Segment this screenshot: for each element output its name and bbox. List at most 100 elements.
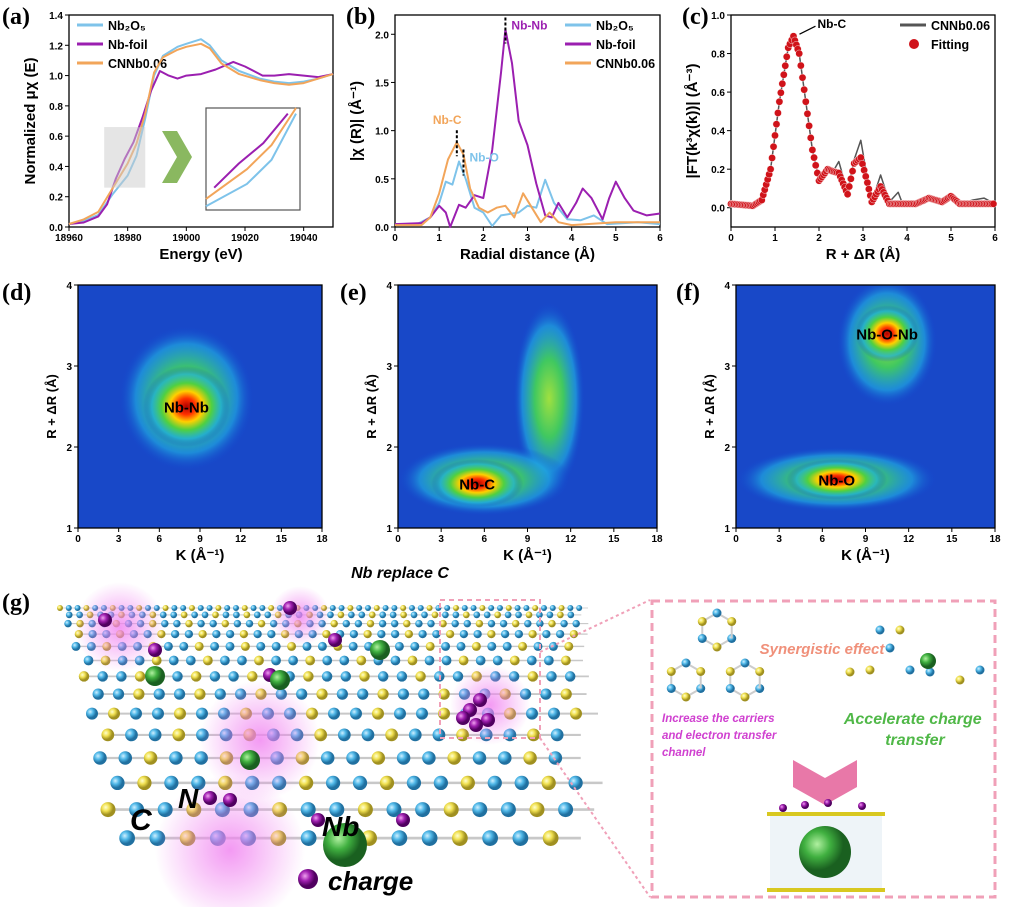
x-tick-label: 0 [75,534,81,545]
mechanism-scheme: C N Nb charge Synergistic effect Increas… [57,582,997,907]
data-point [782,52,791,61]
nitrogen-atom [342,619,351,628]
carbon-atom [452,830,468,846]
peak-annotation: Nb-C [433,113,462,127]
nitrogen-atom [153,688,165,700]
charge-label: charge [328,866,413,896]
carbon-atom [494,611,502,619]
nitrogen-atom [666,684,676,693]
series-fitting-markers [727,32,998,210]
carbon-atom [373,605,380,611]
nitrogen-atom [329,605,336,611]
carbon-atom [241,605,248,611]
nitrogen-atom [336,688,348,700]
y-tick-label: 0.8 [49,102,63,113]
nitrogen-atom [514,605,521,611]
charge-dot [801,801,809,809]
nitrogen-atom [338,605,345,611]
chart-b: 0 1 2 3 4 5 6 0.0 0.5 1.0 1.5 2.0 Radial distance (Å… [348,14,663,263]
nitrogen-atom [300,802,316,818]
nitrogen-label: N [178,783,199,814]
nitrogen-atom [550,728,564,742]
data-point [811,161,820,170]
x-tick-label: 5 [948,233,954,244]
nitrogen-atom [119,830,135,846]
nitrogen-atom [497,605,503,611]
data-point [861,172,870,181]
charts: 18960 18980 19000 19020 190400.00.20.40.60.8… [22,11,1001,564]
x-tick-label: 19020 [231,233,259,244]
carbon-atom [151,655,162,666]
y-tick-label: 1.0 [375,127,389,138]
carbon-atom [479,605,486,611]
data-point [781,61,790,70]
nitrogen-atom [548,707,560,720]
charge-particle [396,813,410,827]
nitrogen-atom [171,605,178,611]
y-tick-label: 0.4 [49,162,63,173]
nitrogen-atom [740,658,750,668]
nitrogen-atom [256,641,266,651]
carriers-text: Increase the carriers and electron trans… [662,713,780,759]
y-tick-label: 0.6 [49,132,63,143]
data-point [769,142,778,151]
data-point [865,185,873,193]
nitrogen-atom [228,671,239,682]
x-tick-label: 1 [772,233,778,244]
y-tick-label: 2 [66,443,72,454]
zoom-guide-line [539,737,651,898]
carbon-atom [518,641,528,651]
y-tick-label: 1.0 [711,11,725,22]
carriers-line: and electron transfer [662,730,777,742]
legend: Nb₂O₅ Nb-foil CNNb0.06 [565,19,655,71]
data-point [766,165,775,173]
y-tick-label: 3 [66,362,72,373]
nitrogen-atom [71,641,81,651]
y-tick-label: 4 [724,281,730,292]
nitrogen-atom [97,671,108,682]
nitrogen-atom [357,688,369,700]
nitrogen-atom [350,707,362,720]
carbon-atom [194,641,204,651]
carbon-atom [363,629,372,639]
legend-marker [909,39,919,49]
nitrogen-atom [499,619,508,628]
carbon-atom [541,775,556,791]
nitrogen-atom [492,655,503,666]
x-tick-label: 3 [776,534,782,545]
nitrogen-atom [125,728,138,742]
nitrogen-atom [459,629,468,639]
carbon-atom [347,605,354,611]
nitrogen-atom [396,751,411,765]
x-tick-label: 0 [395,534,401,545]
heatmap-peak [786,459,888,500]
y-tick-label: 4 [386,281,392,292]
nitrogen-atom [391,605,398,611]
nitrogen-atom [201,611,209,619]
legend-label: Nb-foil [108,38,148,52]
carbon-atom [190,671,202,682]
zoom-region [439,599,541,739]
legend-label: CNNb0.06 [596,57,655,71]
carbon-atom [385,728,398,742]
panel-label-c: (c) [682,4,709,30]
nitrogen-atom [681,658,691,668]
carbon-atom [431,611,439,619]
carbon-atom [189,605,195,611]
y-tick-label: 1 [66,524,72,535]
nitrogen-atom [417,605,424,611]
charge-dot [858,802,866,810]
carbon-atom [372,707,384,720]
carbon-atom [379,775,395,791]
y-tick-label: 3 [386,362,392,373]
carbon-atom [100,802,116,818]
carbon-atom [564,641,574,651]
charge-particle [481,713,495,727]
x-tick-label: 18980 [114,233,142,244]
carbon-atom [212,611,219,619]
legend-label: CNNb0.06 [108,57,167,71]
lattice-atom [875,625,885,635]
annotation-arrow [799,25,816,35]
nitrogen-atom [64,619,72,628]
lattice-atom [865,665,875,675]
